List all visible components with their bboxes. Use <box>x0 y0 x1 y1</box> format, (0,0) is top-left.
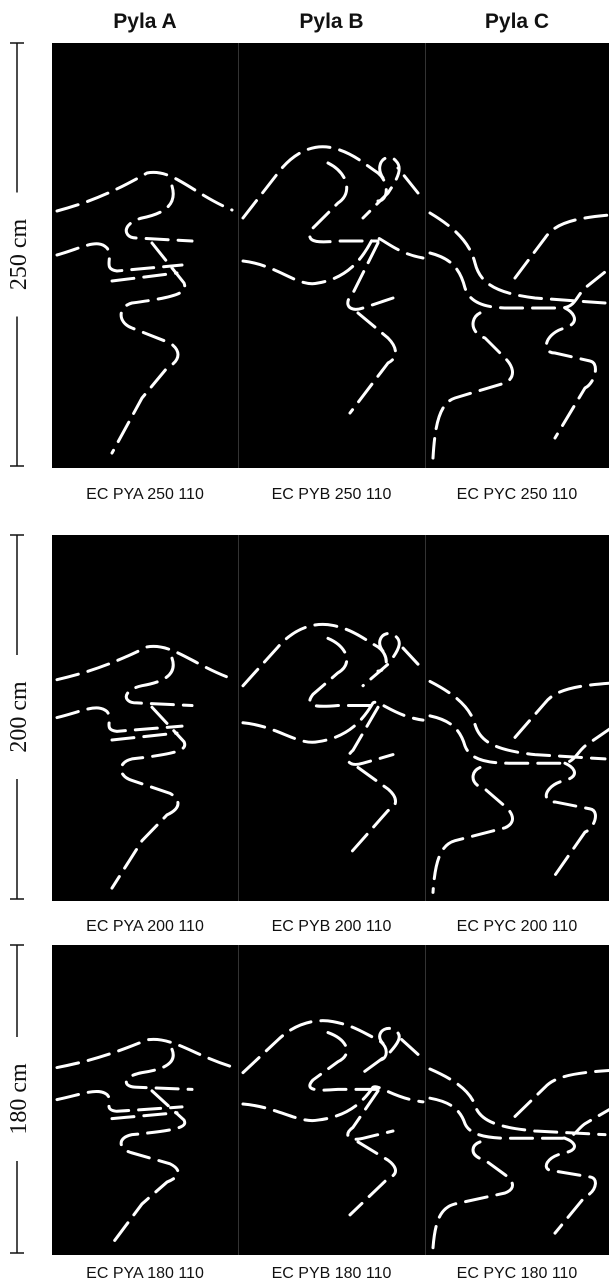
dashed-curve <box>112 733 177 740</box>
dashed-curve <box>310 638 378 706</box>
panel <box>238 43 425 468</box>
dashed-curve <box>430 681 605 759</box>
dashed-curve <box>310 1033 378 1091</box>
row: EC PYA 180 110 EC PYB 180 110 EC PYC 180 1… <box>6 944 609 1282</box>
dashed-curve <box>243 624 386 685</box>
panel-caption: EC PYC 200 110 <box>457 918 578 935</box>
dashed-curve <box>350 768 396 854</box>
dashed-curve <box>57 1091 182 1111</box>
dashed-curve <box>546 763 595 875</box>
dashed-curve <box>430 716 609 763</box>
panel-caption: EC PYB 200 110 <box>272 918 392 935</box>
dashed-curve <box>398 643 418 665</box>
row: EC PYA 200 110 EC PYB 200 110 EC PYC 200 1… <box>6 534 609 935</box>
dashed-curve <box>515 1070 609 1116</box>
dashed-curve <box>430 1069 605 1135</box>
panel <box>425 535 609 901</box>
dashed-curve <box>126 1049 192 1089</box>
row: EC PYA 250 110 EC PYB 250 110 EC PYC 250 1… <box>6 42 609 503</box>
height-label: 250 cm <box>6 219 32 291</box>
dashed-curve <box>363 1028 399 1072</box>
panel <box>425 43 609 468</box>
height-label: 180 cm <box>6 1063 32 1135</box>
dashed-curve <box>243 147 386 218</box>
dashed-curve <box>243 702 423 742</box>
dashed-curve <box>126 186 192 241</box>
panel <box>238 535 425 901</box>
dashed-curve <box>546 1138 595 1233</box>
column-header: Pyla C <box>485 10 549 33</box>
dashed-curve <box>433 1142 513 1248</box>
panel-caption: EC PYC 250 110 <box>457 486 578 503</box>
dashed-curve <box>112 1091 185 1244</box>
column-header: Pyla A <box>113 10 176 33</box>
dashed-curve <box>112 707 185 888</box>
dashed-curve <box>57 646 232 679</box>
panel <box>52 43 238 468</box>
dashed-curve <box>363 157 399 218</box>
dashed-curve <box>57 244 182 271</box>
dashed-curve <box>350 313 396 413</box>
dashed-curve <box>243 237 423 284</box>
dashed-curve <box>112 273 177 281</box>
pattern <box>243 147 423 413</box>
column-header: Pyla B <box>299 10 363 33</box>
panel <box>52 535 238 901</box>
panel-caption: EC PYC 180 110 <box>457 1265 578 1282</box>
panel-caption: EC PYB 180 110 <box>272 1265 392 1282</box>
height-label: 200 cm <box>6 681 32 753</box>
pattern <box>430 213 609 458</box>
dashed-curve <box>112 1113 177 1119</box>
dashed-curve <box>350 1142 396 1215</box>
dashed-curve <box>398 1036 418 1054</box>
dashed-curve <box>546 308 595 438</box>
pattern <box>430 1069 609 1248</box>
dashed-curve <box>243 1087 423 1121</box>
pattern <box>430 681 609 892</box>
dashed-curve <box>348 1091 393 1139</box>
dashed-curve <box>310 163 378 242</box>
dashed-curve <box>348 707 393 764</box>
pattern <box>57 172 232 453</box>
dashed-curve <box>430 253 609 308</box>
dashed-curve <box>433 768 513 893</box>
dashed-curve <box>57 708 182 731</box>
panel-caption: EC PYA 180 110 <box>86 1265 204 1282</box>
dashed-curve <box>57 1039 232 1067</box>
panel <box>238 945 425 1255</box>
panel-caption: EC PYB 250 110 <box>272 486 392 503</box>
dashed-curve <box>243 1021 386 1073</box>
dashed-curve <box>57 172 232 211</box>
panel <box>52 945 238 1255</box>
dashed-curve <box>126 658 192 705</box>
dashed-curve <box>348 243 393 309</box>
dashed-curve <box>430 1098 609 1138</box>
dashed-curve <box>430 213 605 303</box>
pattern <box>243 624 423 853</box>
panel-caption: EC PYA 200 110 <box>86 918 204 935</box>
dashed-curve <box>433 313 513 458</box>
dashed-curve <box>515 683 609 737</box>
dashed-curve <box>112 243 185 453</box>
panel <box>425 945 609 1255</box>
panel-caption: EC PYA 250 110 <box>86 486 204 503</box>
pattern <box>57 646 232 888</box>
pattern <box>57 1039 232 1244</box>
pattern <box>243 1021 423 1215</box>
dashed-curve <box>363 633 399 685</box>
dashed-curve <box>515 215 609 278</box>
dashed-curve <box>398 168 418 193</box>
